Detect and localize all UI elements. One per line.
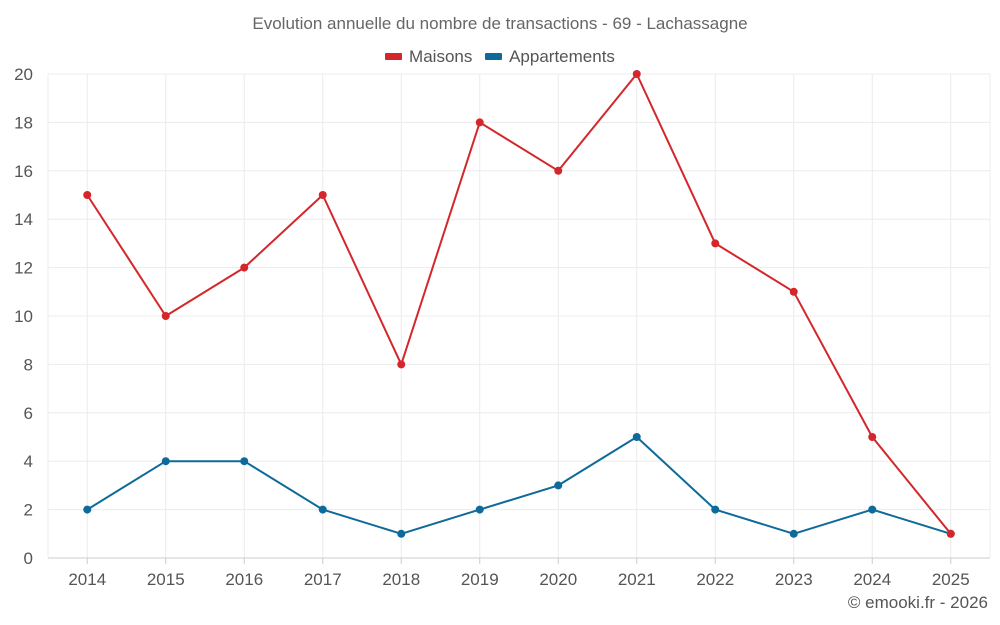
data-point-maisons-2024[interactable]	[868, 433, 877, 441]
x-tick-label-2017: 2017	[304, 570, 342, 589]
y-tick-label-12: 12	[14, 259, 33, 278]
data-point-maisons-2021[interactable]	[632, 70, 641, 78]
y-tick-label-18: 18	[14, 113, 33, 132]
x-tick-label-2025: 2025	[932, 570, 970, 589]
data-point-appartements-2022[interactable]	[711, 505, 720, 514]
legend-label-appartements: Appartements	[509, 46, 615, 66]
data-point-appartements-2018[interactable]	[397, 529, 406, 538]
y-tick-label-10: 10	[14, 307, 33, 326]
data-point-maisons-2022[interactable]	[711, 239, 720, 248]
data-point-maisons-2020[interactable]	[554, 166, 563, 175]
series-line-appartements	[86, 436, 952, 535]
data-point-appartements-2015[interactable]	[161, 457, 170, 466]
data-point-appartements-2020[interactable]	[554, 481, 563, 490]
data-point-maisons-2023[interactable]	[789, 287, 798, 296]
data-point-maisons-2025[interactable]	[946, 529, 955, 538]
x-tick-label-2015: 2015	[147, 570, 185, 589]
data-point-appartements-2024[interactable]	[868, 505, 877, 514]
x-tick-label-2020: 2020	[539, 570, 577, 589]
series-line-maisons	[86, 73, 952, 535]
data-point-appartements-2016[interactable]	[240, 457, 249, 466]
data-point-appartements-2017[interactable]	[318, 505, 327, 514]
x-tick-label-2014: 2014	[68, 570, 106, 589]
legend-swatch-appartements	[485, 53, 503, 60]
y-tick-label-20: 20	[14, 65, 33, 84]
x-tick-label-2019: 2019	[461, 570, 499, 589]
data-point-appartements-2023[interactable]	[789, 529, 798, 538]
y-tick-label-14: 14	[14, 210, 33, 229]
legend-item-appartements[interactable]: Appartements	[485, 47, 615, 67]
y-tick-label-4: 4	[24, 452, 33, 471]
x-tick-label-2024: 2024	[853, 570, 891, 589]
data-point-maisons-2018[interactable]	[397, 360, 406, 369]
legend-label-maisons: Maisons	[409, 46, 473, 66]
x-tick-label-2018: 2018	[382, 570, 420, 589]
data-point-appartements-2019[interactable]	[475, 505, 484, 514]
y-tick-label-8: 8	[24, 355, 33, 374]
chart-legend: Maisons Appartements	[0, 45, 1000, 67]
x-tick-label-2022: 2022	[696, 570, 734, 589]
data-point-maisons-2014[interactable]	[83, 191, 92, 199]
credit-text: © emooki.fr - 2026	[847, 593, 988, 612]
data-point-maisons-2017[interactable]	[318, 191, 327, 199]
y-tick-label-2: 2	[24, 501, 33, 520]
data-point-maisons-2016[interactable]	[240, 263, 249, 272]
x-tick-label-2023: 2023	[775, 570, 813, 589]
legend-swatch-maisons	[385, 53, 403, 60]
data-point-appartements-2021[interactable]	[632, 433, 641, 441]
x-tick-label-2016: 2016	[225, 570, 263, 589]
data-point-maisons-2015[interactable]	[161, 312, 170, 320]
y-tick-label-6: 6	[24, 404, 33, 423]
data-point-appartements-2014[interactable]	[83, 505, 92, 514]
y-tick-label-0: 0	[24, 549, 33, 568]
x-tick-label-2021: 2021	[618, 570, 656, 589]
chart-title: Evolution annuelle du nombre de transact…	[252, 14, 748, 33]
y-tick-label-16: 16	[14, 162, 33, 181]
data-point-maisons-2019[interactable]	[475, 118, 484, 127]
legend-item-maisons[interactable]: Maisons	[385, 47, 472, 67]
